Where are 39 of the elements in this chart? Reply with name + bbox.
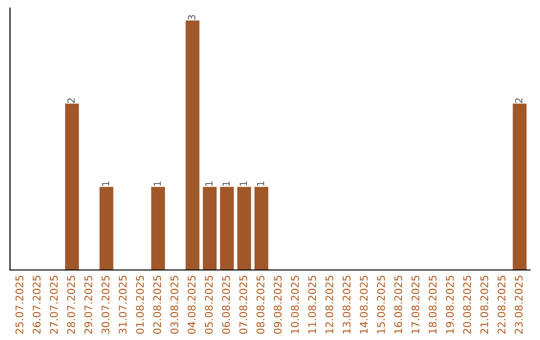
x-tick-label: 09.08.2025 [274,276,282,334]
x-tick-label: 20.08.2025 [463,276,472,334]
data-label: 3 [188,15,196,20]
x-tick-label: 28.07.2025 [67,276,76,334]
x-tick-label: 17.08.2025 [412,276,420,334]
x-tick-label: 11.08.2025 [308,276,316,334]
x-tick-label: 04.08.2025 [188,276,196,334]
data-label: 1 [256,182,264,186]
data-label: 1 [240,182,247,186]
x-tick-label: 23.08.2025 [514,276,523,334]
x-tick-label: 19.08.2025 [446,276,454,334]
x-tick-label: 18.08.2025 [428,276,437,334]
x-tick-label: 29.07.2025 [84,276,92,334]
x-tick-label: 13.08.2025 [342,276,351,334]
x-tick-label: 02.08.2025 [153,276,162,334]
x-tick-label: 07.08.2025 [239,276,248,334]
x-tick-label: 06.08.2025 [222,276,230,334]
x-tick-label: 30.07.2025 [102,276,110,334]
x-tick-label: 12.08.2025 [325,276,334,334]
data-label: 2 [515,98,522,103]
data-label: 1 [102,182,110,186]
data-label: 1 [154,182,161,186]
x-tick-label: 15.08.2025 [377,276,385,334]
x-tick-label: 31.07.2025 [118,276,127,334]
x-tick-label: 03.08.2025 [170,276,178,334]
data-label: 1 [222,182,230,186]
x-tick-label: 21.08.2025 [480,276,488,334]
x-tick-label: 16.08.2025 [394,276,402,334]
x-tick-label: 22.08.2025 [498,276,506,334]
data-label: 1 [205,182,212,186]
x-tick-label: 10.08.2025 [290,276,299,334]
x-tick-label: 25.07.2025 [15,276,24,334]
x-tick-label: 26.07.2025 [32,276,41,334]
x-tick-label: 05.08.2025 [204,276,213,334]
data-label: 2 [67,98,75,103]
x-tick-label: 27.07.2025 [50,276,58,334]
x-tick-label: 14.08.2025 [360,276,368,334]
x-tick-label: 01.08.2025 [136,276,144,334]
x-tick-label: 08.08.2025 [256,276,264,334]
